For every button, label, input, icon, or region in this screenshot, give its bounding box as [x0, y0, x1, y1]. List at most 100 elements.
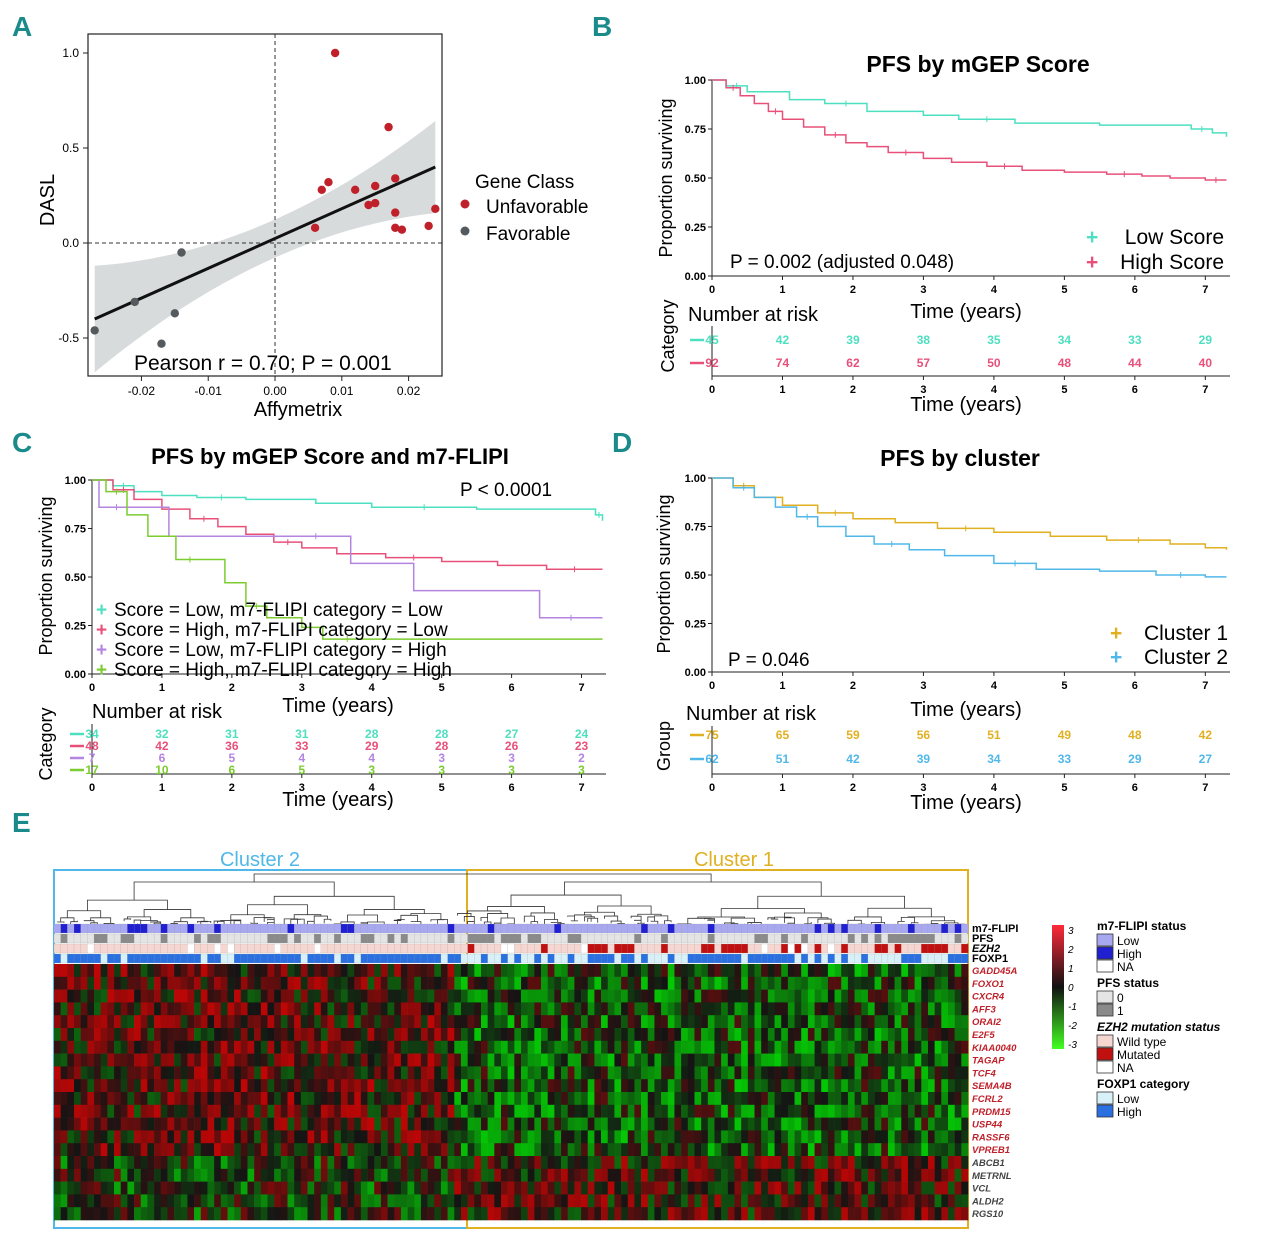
- heatmap-cell: [440, 964, 448, 978]
- heatmap-cell: [254, 989, 262, 1003]
- heatmap-cell: [287, 1079, 295, 1093]
- annotation-cell: [307, 943, 315, 954]
- annotation-cell: [640, 923, 649, 934]
- risk-x-tick-label: 3: [299, 782, 305, 794]
- heatmap-cell: [747, 1143, 755, 1157]
- annotation-cell: [214, 953, 222, 964]
- heatmap-cell: [514, 976, 522, 990]
- heatmap-cell: [907, 1143, 915, 1157]
- heatmap-cell: [547, 989, 555, 1003]
- heatmap-cell: [607, 976, 615, 990]
- gene-label: FCRL2: [972, 1094, 1003, 1105]
- heatmap-cell: [114, 1130, 122, 1144]
- heatmap-cell: [587, 1079, 595, 1093]
- heatmap-cell: [334, 1028, 342, 1042]
- heatmap-cell: [234, 1002, 242, 1016]
- heatmap-cell: [194, 1079, 202, 1093]
- heatmap-cell: [467, 1079, 475, 1093]
- heatmap-cell: [601, 964, 609, 978]
- heatmap-cell: [867, 989, 875, 1003]
- heatmap-cell: [400, 1053, 408, 1067]
- heatmap-cell: [460, 1092, 468, 1106]
- colorbar-tick-label: -1: [1068, 1002, 1077, 1013]
- annotation-cell: [661, 953, 669, 964]
- heatmap-cell: [907, 1104, 915, 1118]
- heatmap-cell: [187, 1143, 195, 1157]
- heatmap-cell: [120, 1053, 128, 1067]
- heatmap-cell: [387, 1194, 395, 1208]
- annotation-cell: [620, 923, 629, 934]
- annotation-cell: [634, 953, 642, 964]
- annotation-cell: [280, 933, 288, 944]
- heatmap-cell: [160, 1207, 168, 1221]
- annotation-cell: [814, 953, 822, 964]
- annotation-row-label: m7-FLIPI: [972, 923, 1018, 935]
- heatmap-cell: [814, 1194, 822, 1208]
- heatmap-cell: [234, 1194, 242, 1208]
- heatmap-cell: [500, 1181, 508, 1195]
- heatmap-cell: [407, 964, 415, 978]
- heatmap-cell: [587, 1040, 595, 1054]
- heatmap-cell: [767, 1181, 775, 1195]
- heatmap-cell: [327, 1194, 335, 1208]
- heatmap-cell: [127, 989, 135, 1003]
- heatmap-cell: [774, 1015, 782, 1029]
- heatmap-cell: [87, 1194, 95, 1208]
- heatmap-cell: [514, 1015, 522, 1029]
- heatmap-cell: [494, 1053, 502, 1067]
- annotation-cell: [627, 953, 635, 964]
- heatmap-cell: [767, 1002, 775, 1016]
- heatmap-cell: [380, 1092, 388, 1106]
- heatmap-cell: [54, 1194, 61, 1208]
- annotation-cell: [554, 953, 562, 964]
- heatmap-cell: [227, 1053, 235, 1067]
- annotation-cell: [560, 943, 569, 954]
- annotation-cell: [934, 933, 942, 944]
- heatmap-cell: [200, 1002, 208, 1016]
- annotation-cell: [661, 943, 669, 954]
- heatmap-cell: [901, 1130, 909, 1144]
- heatmap-cell: [561, 976, 569, 990]
- heatmap-cell: [160, 989, 168, 1003]
- heatmap-cell: [507, 1066, 515, 1080]
- heatmap-cell: [634, 1002, 642, 1016]
- heatmap-cell: [240, 1194, 248, 1208]
- annotation-cell: [294, 953, 302, 964]
- annotation-cell: [707, 943, 715, 954]
- annotation-cell: [827, 953, 835, 964]
- heatmap-cell: [74, 1002, 81, 1016]
- heatmap-cell: [741, 1181, 749, 1195]
- heatmap-cell: [294, 1053, 302, 1067]
- heatmap-cell: [260, 1168, 268, 1182]
- heatmap-cell: [367, 1104, 375, 1118]
- heatmap-cell: [627, 1194, 635, 1208]
- annotation-cell: [741, 933, 749, 944]
- heatmap-cell: [54, 1040, 61, 1054]
- heatmap-cell: [80, 1156, 88, 1170]
- heatmap-cell: [687, 1104, 695, 1118]
- panel-b-risk-xlabel: Time (years): [910, 394, 1021, 416]
- heatmap-cell: [400, 1156, 408, 1170]
- heatmap-cell: [727, 1066, 735, 1080]
- heatmap-cell: [107, 1079, 115, 1093]
- heatmap-cell: [134, 1002, 142, 1016]
- annotation-cell: [340, 933, 348, 944]
- heatmap-cell: [94, 976, 101, 990]
- heatmap-cell: [400, 976, 408, 990]
- heatmap-cell: [347, 1130, 355, 1144]
- heatmap-cell: [601, 1002, 609, 1016]
- heatmap-cell: [240, 1002, 248, 1016]
- heatmap-cell: [260, 1079, 268, 1093]
- heatmap-cell: [247, 989, 255, 1003]
- heatmap-cell: [561, 1156, 569, 1170]
- heatmap-cell: [380, 1168, 388, 1182]
- heatmap-cell: [340, 1040, 348, 1054]
- heatmap-cell: [787, 1168, 795, 1182]
- heatmap-cell: [721, 1079, 729, 1093]
- heatmap-cell: [147, 976, 155, 990]
- heatmap-cell: [634, 1194, 642, 1208]
- y-tick-label: 1.00: [65, 475, 86, 487]
- annotation-cell: [774, 933, 782, 944]
- heatmap-cell: [347, 1168, 355, 1182]
- heatmap-cell: [941, 1168, 949, 1182]
